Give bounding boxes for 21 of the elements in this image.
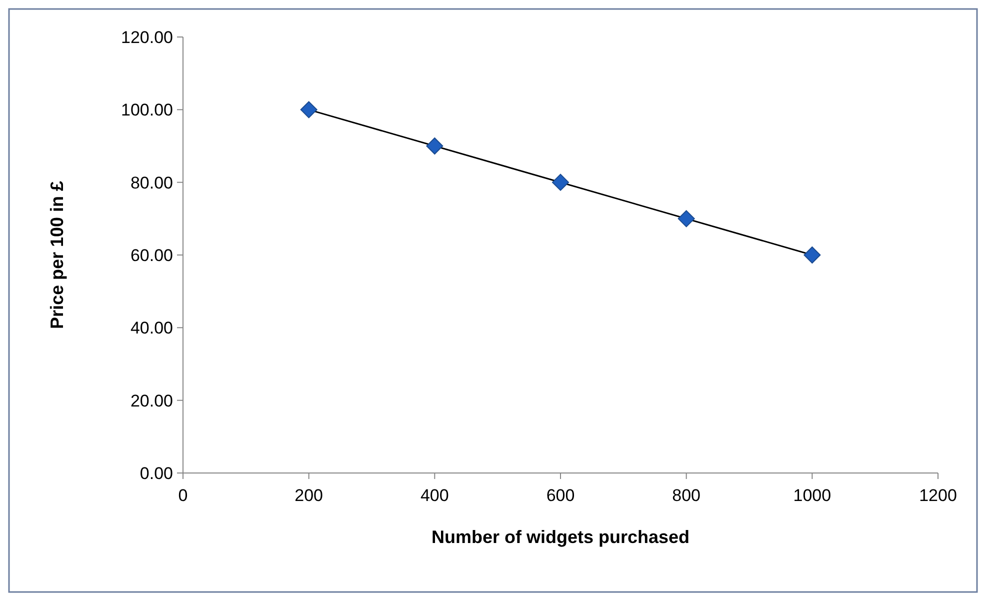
y-tick-label: 120.00 <box>121 28 173 47</box>
x-tick-label: 200 <box>294 486 324 505</box>
point <box>678 210 695 228</box>
y-tick-label: 0.00 <box>140 464 173 483</box>
x-tick-label: 1200 <box>919 486 957 505</box>
y-tick-label: 40.00 <box>130 318 173 338</box>
y-axis-title: Price per 100 in £ <box>47 180 67 330</box>
x-tick-label: 800 <box>672 486 701 505</box>
x-tick-label: 400 <box>420 486 449 505</box>
y-tick-label: 20.00 <box>130 391 173 410</box>
x-tick-label: 1000 <box>793 486 832 505</box>
y-tick-label: 80.00 <box>130 173 173 192</box>
point <box>300 101 318 118</box>
point <box>552 174 569 191</box>
y-tick-label: 60.00 <box>130 246 173 265</box>
x-tick-label: 600 <box>546 486 575 505</box>
point <box>426 138 444 154</box>
y-tick-label: 100.00 <box>121 100 173 120</box>
x-axis-title: Number of widgets purchased <box>431 527 690 547</box>
point <box>804 246 821 264</box>
x-tick-label: 0 <box>178 486 188 505</box>
